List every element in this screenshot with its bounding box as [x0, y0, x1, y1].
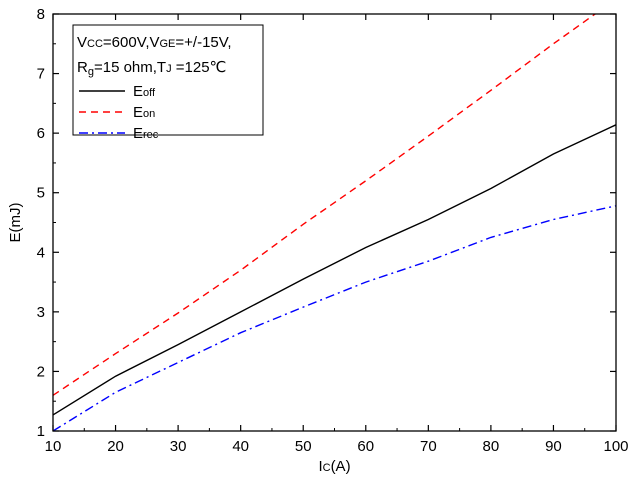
y-tick-label-3: 4	[37, 244, 45, 261]
x-tick-label-6: 70	[420, 438, 437, 455]
legend: VCC=600V,VGE=+/-15V, Rg=15 ohm,TJ =125℃ …	[72, 24, 264, 142]
x-tick-label-0: 10	[45, 438, 62, 455]
series-line-erec	[53, 205, 616, 431]
x-axis-title: IC(A)	[318, 458, 350, 475]
x-tick-label-2: 30	[170, 438, 187, 455]
cond-vcc-value: =600V,V	[103, 34, 160, 51]
legend-label-eoff: Eoff	[133, 83, 156, 100]
x-axis-title-sub: C	[323, 462, 331, 474]
cond-vcc-sub: CC	[87, 38, 103, 50]
x-tick-label-8: 90	[545, 438, 562, 455]
legend-conditions-line-2: Rg=15 ohm,TJ =125℃	[77, 59, 226, 78]
cond-tj-value: =125℃	[172, 59, 227, 76]
x-axis-title-unit: (A)	[331, 458, 351, 475]
y-tick-label-5: 6	[37, 125, 45, 142]
cond-rg-sub: g	[88, 66, 94, 78]
y-tick-label-7: 8	[37, 6, 45, 23]
cond-tj-sub: J	[166, 63, 172, 75]
legend-conditions-line-1: VCC=600V,VGE=+/-15V,	[77, 34, 232, 51]
cond-rg-label: R	[77, 59, 88, 76]
y-tick-label-0: 1	[37, 423, 45, 440]
x-tick-label-4: 50	[295, 438, 312, 455]
x-tick-label-9: 100	[603, 438, 628, 455]
y-axis-title: E(mJ)	[7, 203, 24, 243]
cond-vge-sub: GE	[160, 38, 176, 50]
cond-vcc-label: V	[77, 34, 87, 51]
legend-label-erec: Erec	[133, 125, 159, 142]
cond-rg-value: =15 ohm,T	[94, 59, 166, 76]
x-axis-title-main: I	[318, 458, 322, 475]
series-layer	[53, 14, 616, 431]
x-tick-label-7: 80	[483, 438, 500, 455]
y-tick-label-2: 3	[37, 304, 45, 321]
axes-layer: 10 20 30 40 50 60 70 80 90 100 1 2 3 4 5 6 7 8	[37, 6, 629, 455]
series-line-eon	[53, 14, 597, 396]
x-tick-label-5: 60	[357, 438, 374, 455]
legend-box	[72, 24, 264, 136]
x-tick-label-1: 20	[107, 438, 124, 455]
cond-vge-value: =+/-15V,	[175, 34, 231, 51]
y-tick-label-6: 7	[37, 66, 45, 83]
legend-entries: Eoff Eon Erec	[79, 83, 159, 142]
y-tick-label-1: 2	[37, 363, 45, 380]
series-line-eoff	[53, 124, 616, 416]
legend-label-eon: Eon	[133, 104, 155, 121]
x-tick-label-3: 40	[232, 438, 249, 455]
y-tick-label-4: 5	[37, 185, 45, 202]
